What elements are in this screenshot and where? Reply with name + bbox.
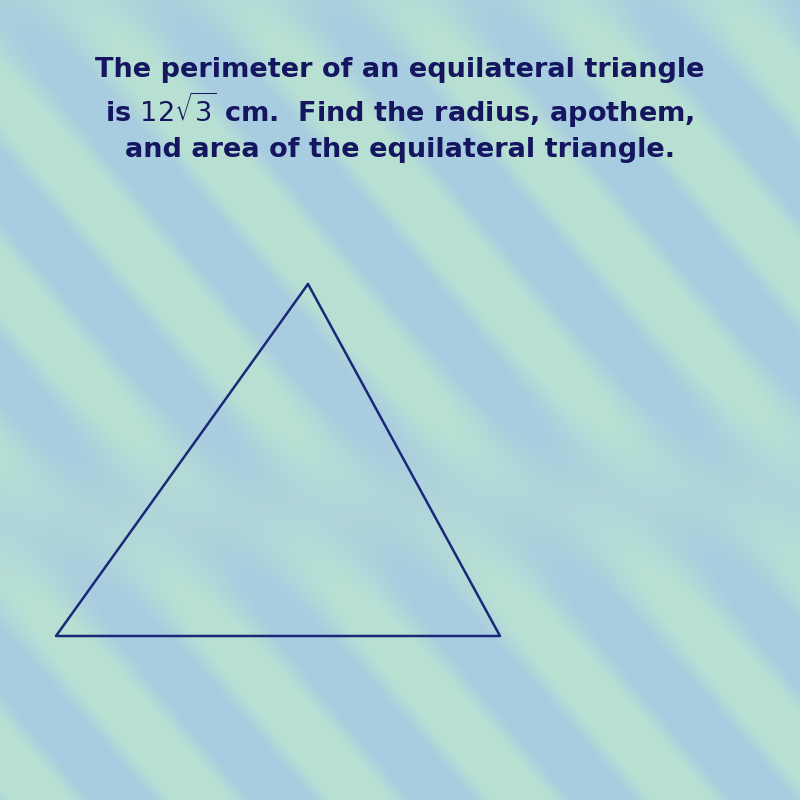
Text: The perimeter of an equilateral triangle: The perimeter of an equilateral triangle (95, 57, 705, 83)
Text: is $12\sqrt{3}$ cm.  Find the radius, apothem,: is $12\sqrt{3}$ cm. Find the radius, apo… (106, 90, 694, 130)
Text: and area of the equilateral triangle.: and area of the equilateral triangle. (125, 137, 675, 163)
